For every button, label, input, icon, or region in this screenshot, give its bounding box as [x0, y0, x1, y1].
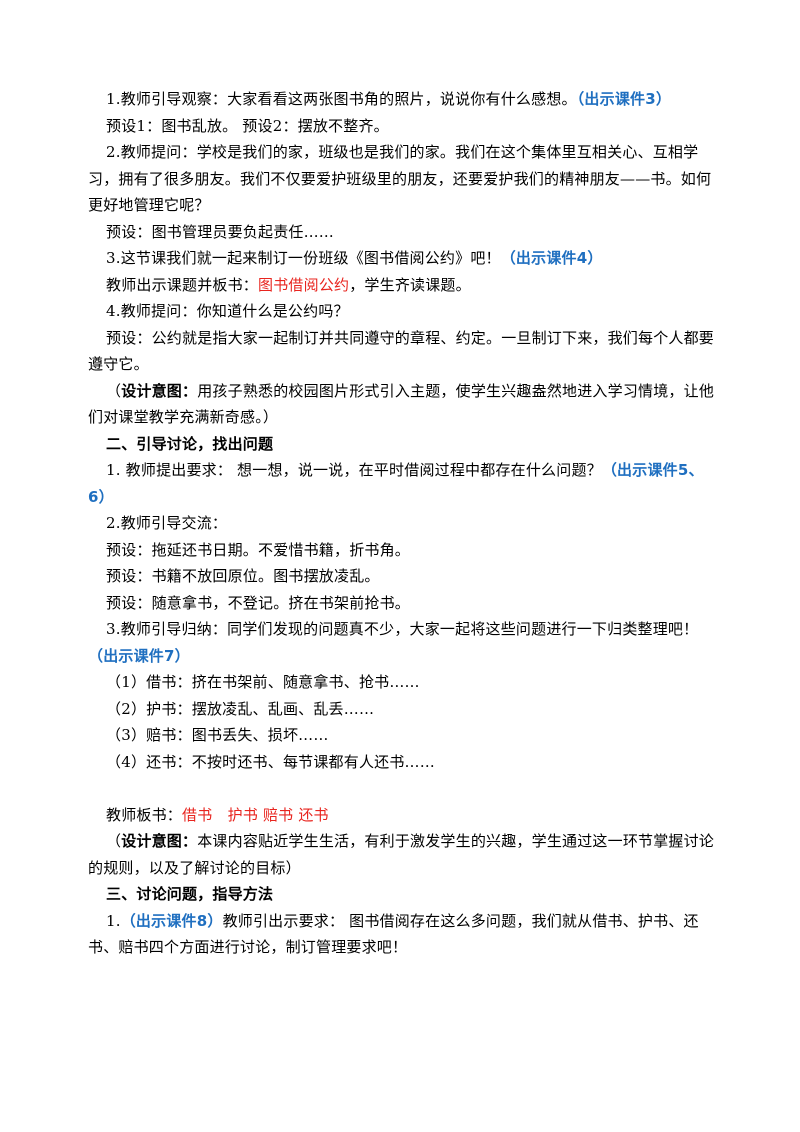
- paragraph: 3.这节课我们就一起来制订一份班级《图书借阅公约》吧！（出示课件4）: [88, 245, 720, 272]
- text: 预设：公约就是指大家一起制订并共同遵守的章程、约定。一旦制订下来，我们每个人都要…: [88, 328, 715, 374]
- list-item: （4）还书：不按时还书、每节课都有人还书……: [88, 749, 720, 776]
- courseware-ref: （出示课件8）: [120, 911, 223, 930]
- courseware-ref: （出示课件5、6）: [88, 461, 704, 506]
- paragraph: 预设：拖延还书日期。不爱惜书籍，折书角。: [88, 537, 720, 564]
- text: 三、讨论问题，指导方法: [106, 885, 274, 903]
- list-item: （1）借书：挤在书架前、随意拿书、抢书……: [88, 669, 720, 696]
- label: 设计意图：: [121, 832, 198, 850]
- text: （4）还书：不按时还书、每节课都有人还书……: [106, 752, 435, 771]
- text: 教师出示课题并板书：: [106, 275, 259, 294]
- heading: 三、讨论问题，指导方法: [88, 881, 720, 908]
- paragraph: （设计意图：本课内容贴近学生生活，有利于激发学生的兴趣，学生通过这一环节掌握讨论…: [88, 828, 720, 881]
- paragraph: 预设：图书管理员要负起责任……: [88, 219, 720, 246]
- text: 4.教师提问：你知道什么是公约吗？: [106, 302, 349, 320]
- paragraph: 3.教师引导归纳：同学们发现的问题真不少，大家一起将这些问题进行一下归类整理吧！…: [88, 616, 720, 669]
- text: 预设：图书管理员要负起责任……: [106, 222, 335, 241]
- text: 1.教师引导观察：大家看看这两张图书角的照片，说说你有什么感想。: [106, 90, 577, 108]
- text: 1. 教师提出要求： 想一想，说一说，在平时借阅过程中都存在什么问题？: [106, 461, 602, 479]
- spacer: [88, 775, 720, 802]
- paragraph: 预设：公约就是指大家一起制订并共同遵守的章程、约定。一旦制订下来，我们每个人都要…: [88, 325, 720, 378]
- text: （1）借书：挤在书架前、随意拿书、抢书……: [106, 673, 420, 691]
- paragraph: 预设1：图书乱放。 预设2：摆放不整齐。: [88, 113, 720, 140]
- text: （: [106, 832, 122, 850]
- text: 预设：拖延还书日期。不爱惜书籍，折书角。: [106, 540, 411, 559]
- text: 教师板书：: [106, 805, 183, 824]
- paragraph: 预设：书籍不放回原位。图书摆放凌乱。: [88, 563, 720, 590]
- paragraph: 1.教师引导观察：大家看看这两张图书角的照片，说说你有什么感想。（出示课件3）: [88, 86, 720, 113]
- text: （: [106, 381, 122, 400]
- list-item: （2）护书：摆放凌乱、乱画、乱丢……: [88, 696, 720, 723]
- label: 设计意图：: [121, 381, 198, 400]
- paragraph: 预设：随意拿书，不登记。挤在书架前抢书。: [88, 590, 720, 617]
- list-item: （3）赔书：图书丢失、损坏……: [88, 722, 720, 749]
- paragraph: 2.教师引导交流：: [88, 510, 720, 537]
- text: （2）护书：摆放凌乱、乱画、乱丢……: [106, 699, 375, 718]
- text: 2.教师提问：学校是我们的家，班级也是我们的家。我们在这个集体里互相关心、互相学…: [88, 143, 712, 214]
- heading: 二、引导讨论，找出问题: [88, 431, 720, 458]
- paragraph: 2.教师提问：学校是我们的家，班级也是我们的家。我们在这个集体里互相关心、互相学…: [88, 139, 720, 219]
- text: 预设1：图书乱放。 预设2：摆放不整齐。: [106, 116, 389, 135]
- highlight: 借书 护书 赔书 还书: [182, 805, 329, 824]
- paragraph: 教师板书：借书 护书 赔书 还书: [88, 802, 720, 829]
- text: 用孩子熟悉的校园图片形式引入主题，使学生兴趣盎然地进入学习情境，让他们对课堂教学…: [88, 381, 715, 427]
- courseware-ref: （出示课件3）: [576, 90, 672, 108]
- text: 教师引出示要求： 图书借阅存在这么多问题，我们就从借书、护书、还书、赔书四个方面…: [88, 911, 699, 957]
- text: 2.教师引导交流：: [106, 514, 228, 532]
- courseware-ref: （出示课件7）: [88, 646, 190, 665]
- paragraph: 教师出示课题并板书：图书借阅公约，学生齐读课题。: [88, 272, 720, 299]
- text: 3.教师引导归纳：同学们发现的问题真不少，大家一起将这些问题进行一下归类整理吧！: [106, 620, 699, 638]
- text: 1.: [106, 911, 121, 930]
- paragraph: 4.教师提问：你知道什么是公约吗？: [88, 298, 720, 325]
- highlight: 图书借阅公约: [258, 275, 350, 294]
- paragraph: （设计意图：用孩子熟悉的校园图片形式引入主题，使学生兴趣盎然地进入学习情境，让他…: [88, 378, 720, 431]
- text: 本课内容贴近学生生活，有利于激发学生的兴趣，学生通过这一环节掌握讨论的规则，以及…: [88, 832, 715, 877]
- text: （3）赔书：图书丢失、损坏……: [106, 726, 329, 744]
- document: 1.教师引导观察：大家看看这两张图书角的照片，说说你有什么感想。（出示课件3） …: [88, 86, 720, 961]
- text: 预设：书籍不放回原位。图书摆放凌乱。: [106, 567, 380, 585]
- text: 预设：随意拿书，不登记。挤在书架前抢书。: [106, 593, 411, 612]
- paragraph: 1. 教师提出要求： 想一想，说一说，在平时借阅过程中都存在什么问题？（出示课件…: [88, 457, 720, 510]
- text: ，学生齐读课题。: [349, 275, 471, 294]
- text: 二、引导讨论，找出问题: [106, 434, 274, 453]
- paragraph: 1.（出示课件8）教师引出示要求： 图书借阅存在这么多问题，我们就从借书、护书、…: [88, 908, 720, 961]
- text: 3.这节课我们就一起来制订一份班级《图书借阅公约》吧！: [106, 249, 501, 267]
- courseware-ref: （出示课件4）: [500, 249, 603, 267]
